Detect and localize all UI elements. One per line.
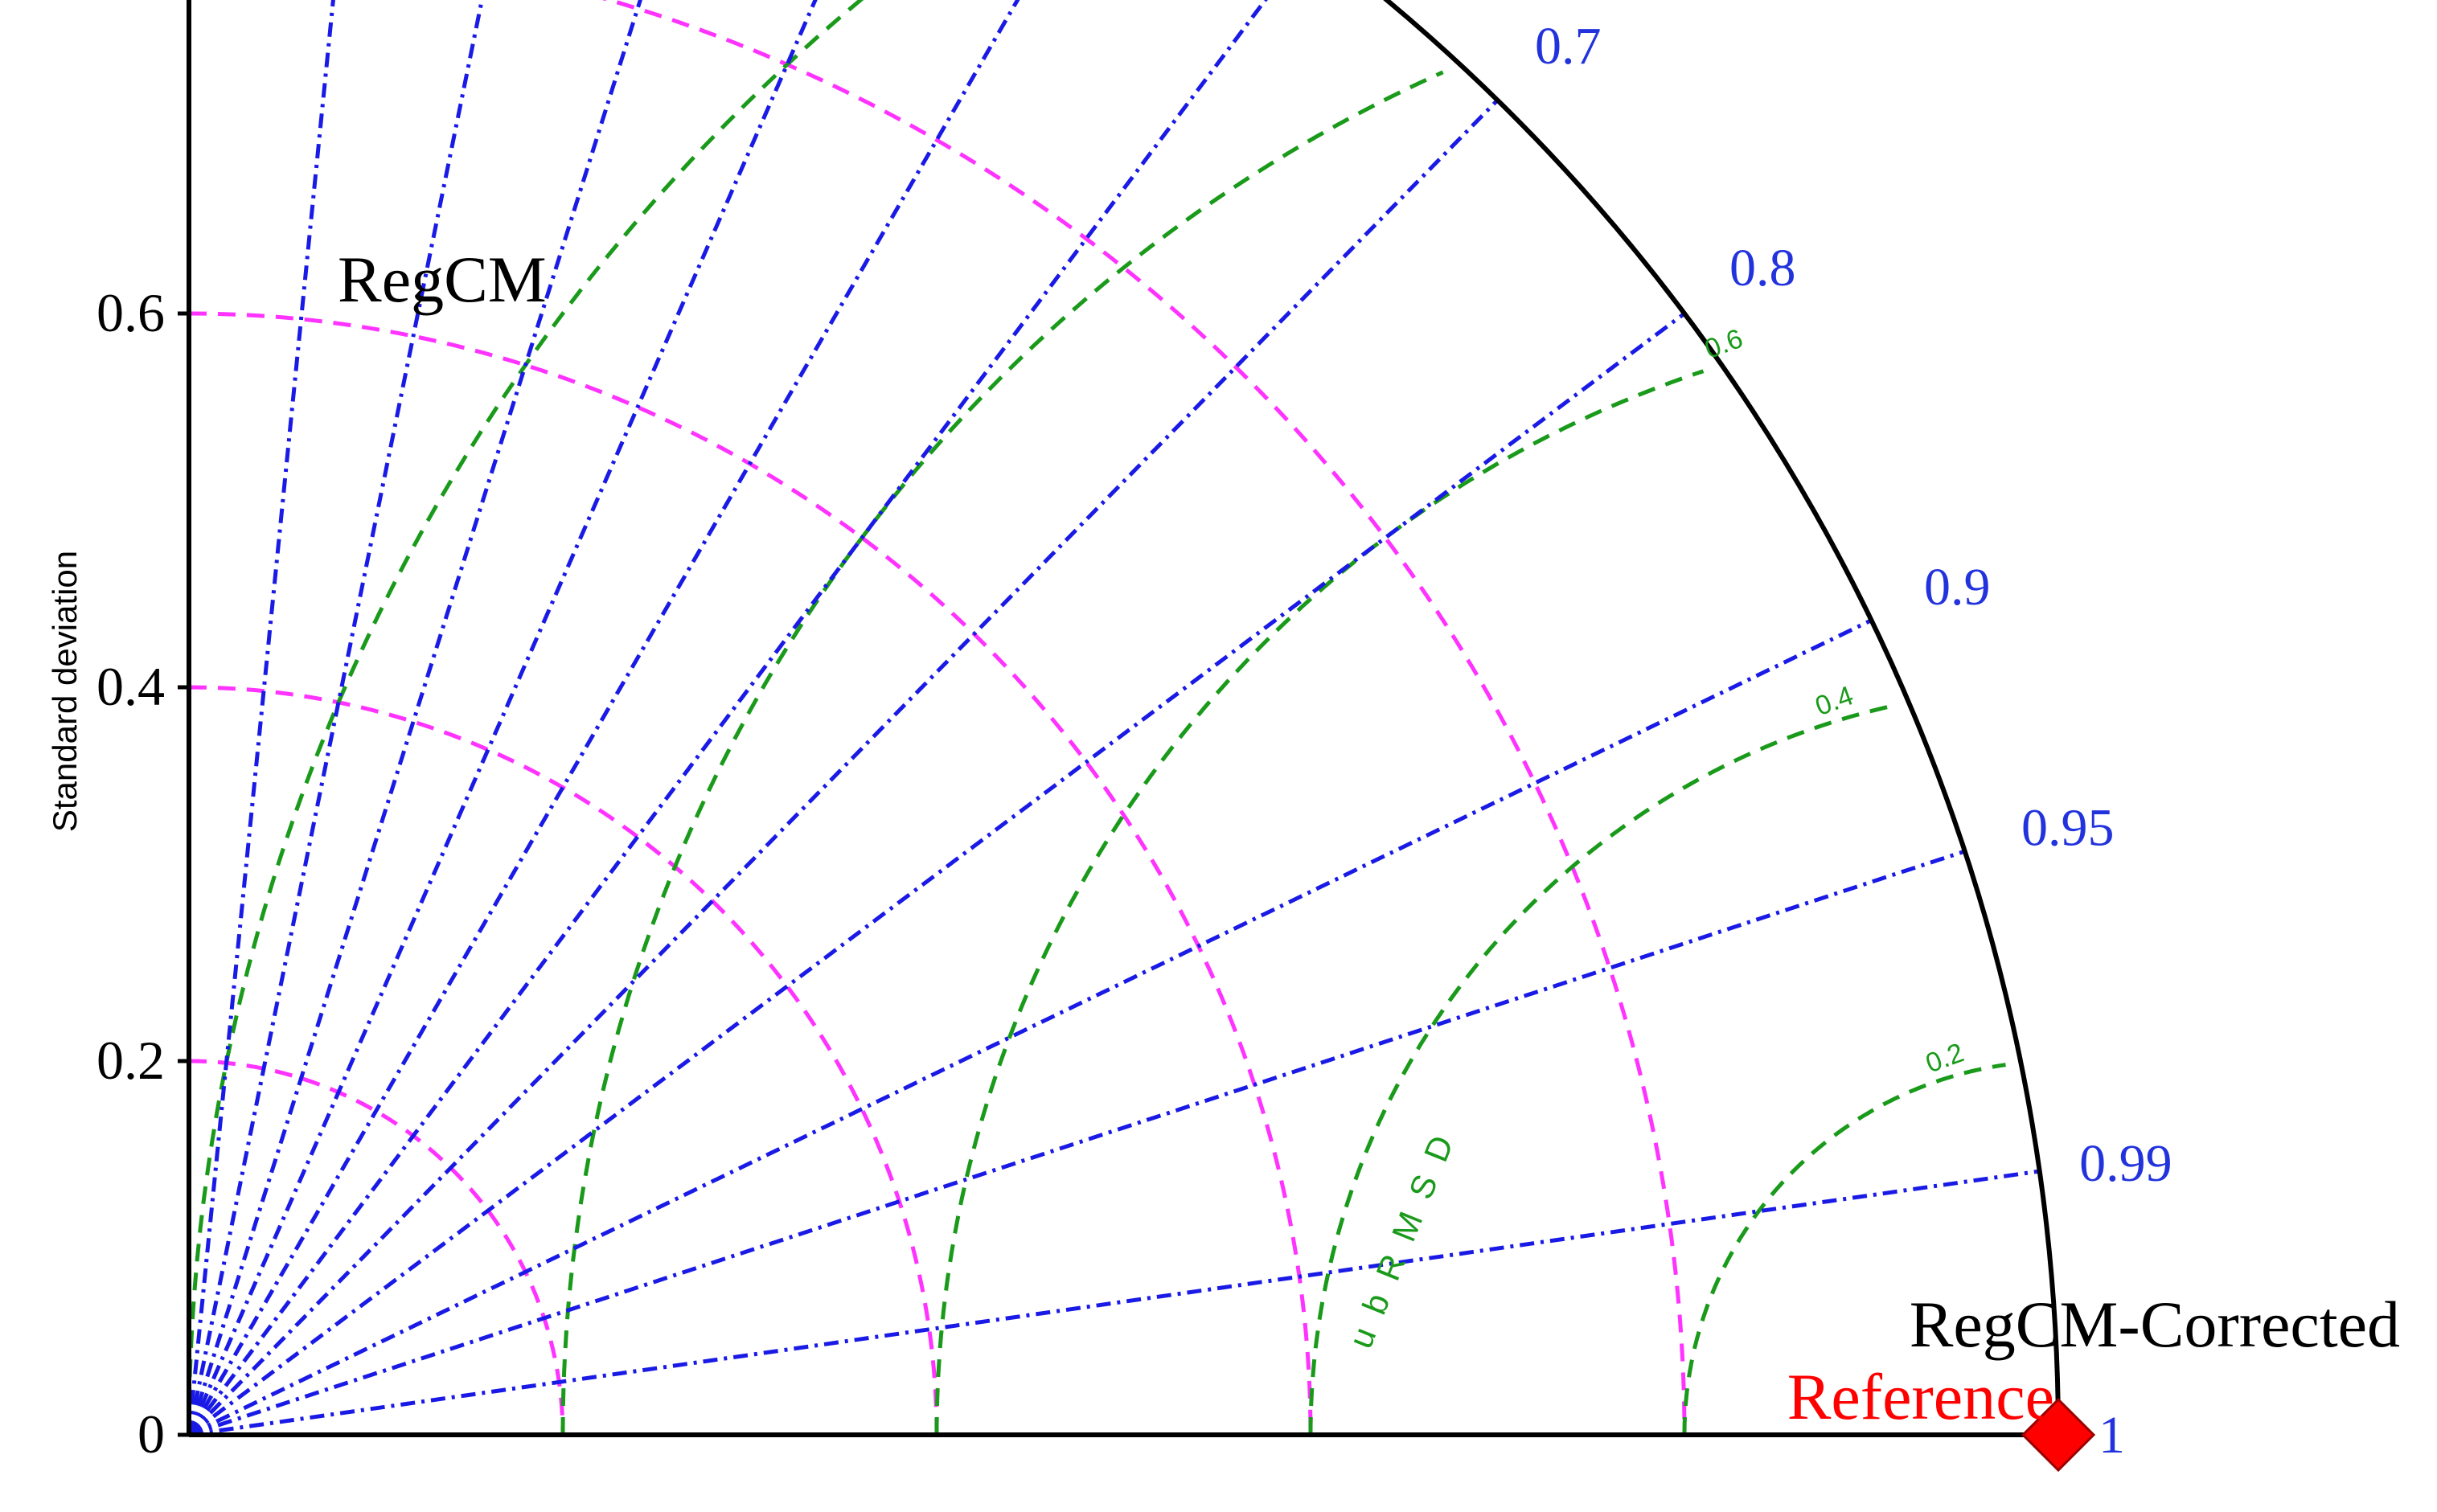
corr-line-0.95 <box>188 849 1966 1437</box>
std-contour-1 <box>188 685 939 1436</box>
corr-line-0.2 <box>187 0 484 1436</box>
point-label-reference: Reference <box>1787 1360 2054 1433</box>
rmsd-contour-1 <box>1308 704 1890 1435</box>
std-tick-label: 0.6 <box>96 282 165 343</box>
std-contours <box>188 0 1687 1436</box>
rmsd-contour-3 <box>560 70 1444 1436</box>
std-contour-3 <box>601 0 1687 1436</box>
std-tick-label: 0.2 <box>96 1030 165 1091</box>
correlation-lines <box>187 0 2041 1437</box>
rmsd-contour-2 <box>934 369 1705 1435</box>
rmsd-contour-label: 0.8 <box>1590 0 1636 8</box>
point-label-regcm-corrected: RegCM-Corrected <box>1910 1288 2400 1361</box>
corr-tick-label: 1 <box>2099 1406 2125 1465</box>
axes <box>178 0 2061 1437</box>
corr-line-0.8 <box>187 312 1686 1436</box>
corr-line-0.99 <box>188 1169 2041 1437</box>
corr-line-0.4 <box>187 0 818 1436</box>
corr-tick-label: 0.8 <box>1729 239 1796 297</box>
point-label-regcm: RegCM <box>338 243 547 316</box>
rmsd-contour-4 <box>187 0 864 1436</box>
corr-tick-label: 0.95 <box>2021 798 2115 857</box>
rmsd-axis-label: ubRMSD <box>1341 1114 1467 1354</box>
std-axis-label: Standard deviation <box>46 551 84 832</box>
std-contour-0 <box>188 1059 565 1436</box>
rmsd-contour-label: 0.6 <box>1701 323 1746 365</box>
corr-tick-label: 0.7 <box>1535 17 1602 76</box>
rmsd-contour-label: 0.2 <box>1922 1038 1967 1080</box>
std-tick-label: 0 <box>137 1403 165 1465</box>
rmsd-contours <box>187 0 2006 1436</box>
corr-tick-label: 0.99 <box>2079 1134 2172 1193</box>
rmsd-contour-0 <box>1682 1063 2006 1435</box>
corr-line-0.5 <box>187 0 1020 1436</box>
corr-line-0.6 <box>187 0 1268 1436</box>
std-tick-label: 0.4 <box>96 656 165 717</box>
corr-line-0.9 <box>187 618 1873 1437</box>
corr-line-0.1 <box>187 0 335 1436</box>
corr-tick-label: 0.9 <box>1924 558 1991 617</box>
tick-labels: 00.20.40.60.8100.10.20.30.40.50.60.70.80… <box>96 17 2172 1465</box>
markers <box>2021 1397 2096 1473</box>
outer-arc <box>1382 0 2061 1436</box>
marker-regcm-corrected <box>2021 1397 2096 1473</box>
corr-line-0.3 <box>187 0 642 1436</box>
std-contour-2 <box>188 311 1313 1436</box>
corr-line-0.7 <box>187 98 1500 1436</box>
